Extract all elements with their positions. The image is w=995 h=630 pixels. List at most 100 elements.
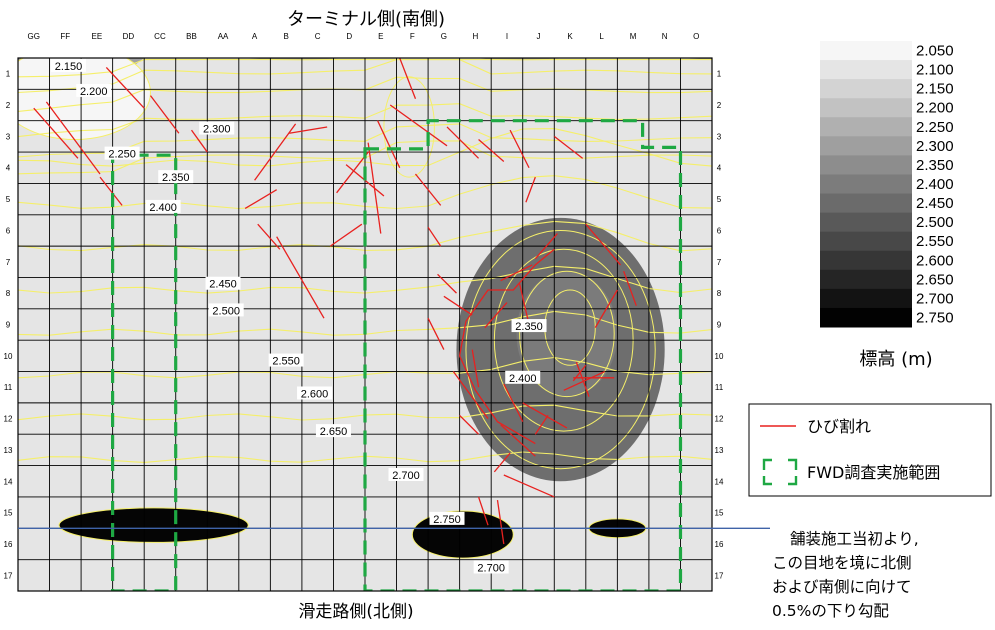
crack-line	[367, 142, 382, 234]
colorbar-swatch	[820, 41, 912, 61]
elevation-pocket	[516, 271, 618, 397]
column-label: EE	[92, 32, 103, 41]
colorbar-swatch	[820, 231, 912, 252]
contour-label: 2.550	[272, 356, 300, 368]
row-label: 3	[717, 132, 722, 141]
row-label: 17	[715, 571, 724, 580]
crack-line	[465, 248, 555, 322]
column-label: DD	[123, 32, 135, 41]
crack-line	[522, 402, 568, 429]
row-label: 10	[715, 352, 724, 361]
row-label: 4	[6, 164, 11, 173]
crack-line	[478, 139, 505, 162]
column-label: L	[599, 32, 604, 41]
colorbar-value: 2.650	[916, 271, 954, 288]
colorbar-swatch	[820, 136, 912, 156]
crack-line	[585, 223, 622, 266]
crack-line	[594, 289, 618, 328]
colorbar-swatch	[820, 250, 912, 271]
contour-label: 2.300	[203, 124, 231, 136]
colorbar-value: 2.350	[916, 157, 954, 174]
colorbar-value: 2.550	[916, 233, 954, 250]
colorbar-value: 2.250	[916, 119, 954, 136]
colorbar-value: 2.700	[916, 290, 954, 307]
annotation-line-1: 舗装施工当初より,	[790, 530, 919, 548]
row-label: 15	[4, 509, 13, 518]
colorbar-value: 2.100	[916, 62, 954, 79]
contour-label: 2.450	[209, 279, 237, 291]
row-label: 17	[4, 571, 13, 580]
row-label: 6	[6, 226, 11, 235]
column-label: E	[378, 32, 383, 41]
contour-line	[383, 76, 435, 178]
row-label: 7	[717, 258, 722, 267]
row-label: 3	[6, 132, 11, 141]
fwd-survey-regions	[111, 119, 683, 591]
crack-line	[105, 66, 145, 109]
colorbar-swatch	[820, 155, 912, 175]
crack-line	[437, 273, 457, 294]
colorbar-value: 2.750	[916, 309, 954, 326]
row-label: 10	[4, 352, 13, 361]
row-label: 6	[717, 226, 722, 235]
contour-label: 2.750	[433, 514, 461, 526]
colorbar-value: 2.600	[916, 252, 954, 269]
annotation-line-2: この目地を境に北側	[772, 553, 912, 572]
contour-label-bg	[429, 511, 465, 525]
crack-line	[452, 371, 489, 419]
chart-xlabel: 滑走路側(北側)	[298, 602, 413, 622]
row-label: 12	[4, 415, 13, 424]
row-label: 14	[715, 477, 724, 486]
contour-line	[519, 270, 615, 398]
annotation-line-4: 0.5%の下り勾配	[772, 602, 889, 620]
row-label: 9	[6, 321, 11, 330]
colorbar-value: 2.050	[916, 43, 954, 60]
crack-line	[458, 321, 536, 445]
crack-line	[399, 58, 417, 99]
column-label: K	[567, 32, 573, 41]
fwd-region-outline	[363, 119, 683, 591]
crack-line	[534, 415, 549, 435]
contour-label: 2.400	[149, 202, 177, 214]
crack-line	[500, 424, 536, 457]
contour-label: 2.400	[509, 373, 537, 385]
colorbar-swatch	[820, 98, 912, 118]
contour-label-bg	[199, 121, 235, 135]
colorbar-swatch	[820, 60, 912, 80]
plot-area: 2.150 2.200 2.300 2.250 2.350 2.400 2.450 2.500…	[18, 58, 712, 591]
contour-label: 2.700	[477, 562, 505, 574]
crack-line	[329, 223, 363, 247]
contour-label: 2.600	[301, 388, 329, 400]
crack-line	[525, 176, 536, 203]
column-label: FF	[60, 32, 70, 41]
contour-line	[58, 507, 249, 543]
crack-line	[276, 236, 325, 319]
row-label: 7	[6, 258, 11, 267]
crack-line	[149, 95, 180, 134]
row-label: 11	[715, 383, 724, 392]
elevation-pocket	[59, 507, 249, 543]
crack-lines	[33, 58, 637, 545]
crack-line	[509, 129, 530, 169]
row-label: 1	[6, 70, 11, 79]
crack-line	[443, 295, 473, 316]
crack-line	[477, 496, 489, 526]
contour-label: 2.350	[162, 172, 190, 184]
crack-line	[33, 107, 79, 159]
colorbar-swatch	[820, 117, 912, 137]
row-label: 13	[715, 446, 724, 455]
column-label: A	[252, 32, 258, 41]
series-legend: ひび割れ FWD調査実施範囲	[748, 403, 992, 497]
row-label: 16	[715, 540, 724, 549]
row-label: 5	[717, 195, 722, 204]
column-label: H	[473, 32, 479, 41]
column-label: BB	[186, 32, 197, 41]
row-label: 11	[4, 383, 13, 392]
crack-line	[254, 123, 297, 181]
contour-label-bg	[208, 303, 244, 317]
colorbar-value: 2.400	[916, 176, 954, 193]
row-label: 15	[715, 509, 724, 518]
